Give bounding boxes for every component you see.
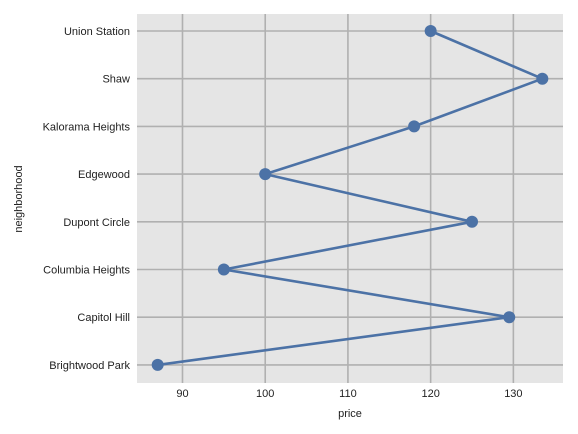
y-tick-label: Capitol Hill bbox=[77, 312, 130, 324]
y-tick-label: Kalorama Heights bbox=[43, 121, 131, 133]
plot-background bbox=[137, 14, 563, 383]
data-point bbox=[151, 358, 164, 371]
x-tick-label: 130 bbox=[504, 388, 522, 400]
y-tick-label: Dupont Circle bbox=[63, 217, 130, 229]
y-tick-label: Union Station bbox=[64, 26, 130, 38]
series-line bbox=[157, 29, 544, 367]
y-tick-label: Brightwood Park bbox=[49, 360, 130, 372]
grid bbox=[137, 14, 563, 383]
data-point bbox=[503, 311, 516, 324]
series-layer bbox=[151, 25, 549, 371]
data-point bbox=[259, 168, 272, 181]
data-point bbox=[408, 120, 421, 133]
y-tick-labels: Union Station Shaw Kalorama Heights Edgewoo… bbox=[43, 26, 131, 372]
x-tick-label: 90 bbox=[176, 388, 188, 400]
y-tick-label: Edgewood bbox=[78, 169, 130, 181]
y-axis-label: neighborhood bbox=[13, 165, 25, 232]
data-point bbox=[466, 215, 479, 228]
data-point bbox=[424, 25, 437, 37]
data-point bbox=[536, 72, 549, 85]
data-point bbox=[217, 263, 230, 276]
x-tick-label: 110 bbox=[339, 388, 357, 400]
x-tick-labels: 90 100 110 120 130 bbox=[176, 388, 522, 400]
y-tick-label: Columbia Heights bbox=[43, 265, 130, 277]
y-tick-label: Shaw bbox=[102, 74, 130, 86]
x-tick-label: 100 bbox=[256, 388, 274, 400]
x-axis-label: price bbox=[338, 408, 362, 420]
x-tick-label: 120 bbox=[421, 388, 439, 400]
